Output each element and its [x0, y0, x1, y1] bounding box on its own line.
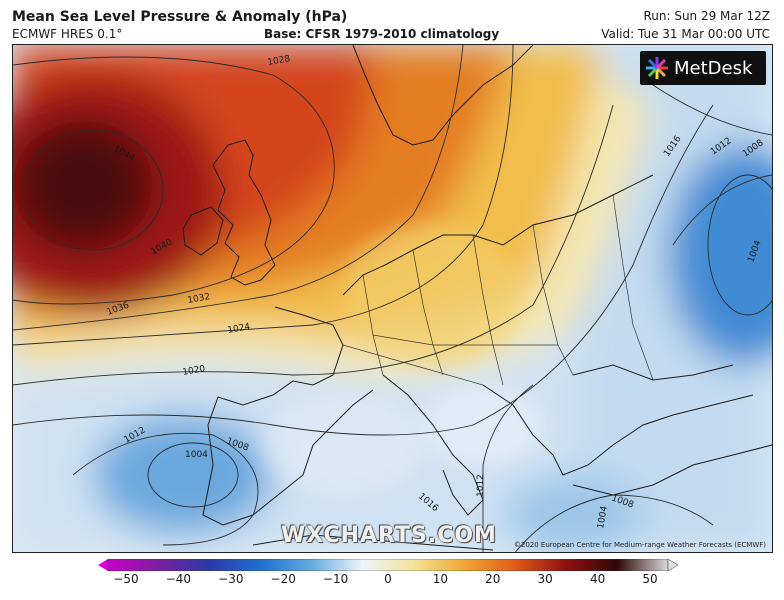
iberia-france-coast [202, 306, 374, 526]
isobar-labels: 1028 1044 1040 1036 1032 1024 1020 1016 … [106, 54, 766, 529]
isobar-1044 [22, 129, 164, 251]
isobar-label: 1028 [267, 54, 292, 68]
colorbar [98, 556, 679, 572]
isobar-1028 [13, 45, 514, 346]
metdesk-logo-text: MetDesk [674, 57, 753, 79]
colorbar-tick-label: 0 [384, 572, 392, 586]
colorbar-tick-label: 10 [432, 572, 449, 586]
colorbar-tick-label: −20 [270, 572, 296, 586]
balkans-coast [482, 384, 754, 476]
model-label: ECMWF HRES 0.1° [12, 27, 123, 41]
isobar-1012-east [652, 84, 772, 136]
climatology-base-label: Base: CFSR 1979-2010 climatology [264, 27, 500, 41]
ireland-coast [182, 206, 224, 256]
isobar-label: 1032 [187, 292, 211, 306]
colorbar-tick-label: −30 [218, 572, 244, 586]
wxcharts-watermark: WXCHARTS.COM [281, 523, 497, 548]
isobar-1032 [13, 45, 464, 331]
isobar-1004-east [707, 174, 772, 316]
turkey-coast [572, 444, 772, 496]
colorbar-tick-labels: −50 −40 −30 −20 −10 0 10 20 30 40 50 [0, 572, 784, 588]
colorbar-min-arrow [98, 559, 108, 571]
isobar-1040 [13, 56, 335, 305]
isobar-1012-central [482, 384, 534, 552]
isobar-label: 1020 [182, 364, 207, 378]
north-africa-coast [252, 534, 494, 551]
colorbar-tick-label: −50 [113, 572, 139, 586]
colorbar-graphic [98, 558, 679, 572]
metdesk-logo: MetDesk [640, 51, 766, 85]
colorbar-tick-label: −10 [322, 572, 349, 586]
colorbar-gradient [107, 558, 669, 572]
isobar-label: 1024 [227, 322, 252, 336]
isobar-1016 [13, 104, 714, 436]
isobar-label: 1004 [596, 505, 610, 530]
isobar-1008-southeast [514, 494, 714, 552]
pressure-anomaly-map: 1028 1044 1040 1036 1032 1024 1020 1016 … [12, 44, 773, 553]
isobar-1020 [13, 104, 614, 386]
isobar-1012-west [72, 432, 259, 546]
valid-time-label: Valid: Tue 31 Mar 00:00 UTC [601, 27, 770, 41]
isobar-label: 1012 [476, 474, 486, 497]
ecmwf-copyright: ©2020 European Centre for Medium-range W… [513, 541, 766, 549]
italy-coast [382, 374, 484, 516]
colorbar-tick-label: 30 [537, 572, 553, 586]
colorbar-tick-label: −40 [165, 572, 192, 586]
metdesk-logo-mark [646, 57, 668, 79]
anomaly-field [13, 45, 772, 552]
colorbar-tick-label: 40 [589, 572, 606, 586]
isobar-1004-west [147, 442, 239, 508]
scandinavia-coast [352, 45, 534, 146]
colorbar-tick-label: 50 [642, 572, 658, 586]
country-borders [342, 194, 654, 386]
map-canvas: 1028 1044 1040 1036 1032 1024 1020 1016 … [13, 45, 772, 552]
great-britain-coast [212, 139, 276, 286]
colorbar-max-arrow [667, 558, 679, 572]
colorbar-tick-label: 20 [485, 572, 501, 586]
run-time-label: Run: Sun 29 Mar 12Z [643, 9, 770, 23]
chart-title: Mean Sea Level Pressure & Anomaly (hPa) [12, 9, 348, 25]
isobars [13, 45, 772, 552]
isobar-label: 1004 [185, 450, 208, 460]
